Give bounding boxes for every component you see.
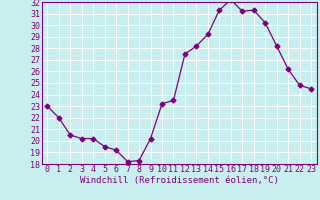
X-axis label: Windchill (Refroidissement éolien,°C): Windchill (Refroidissement éolien,°C) (80, 176, 279, 185)
